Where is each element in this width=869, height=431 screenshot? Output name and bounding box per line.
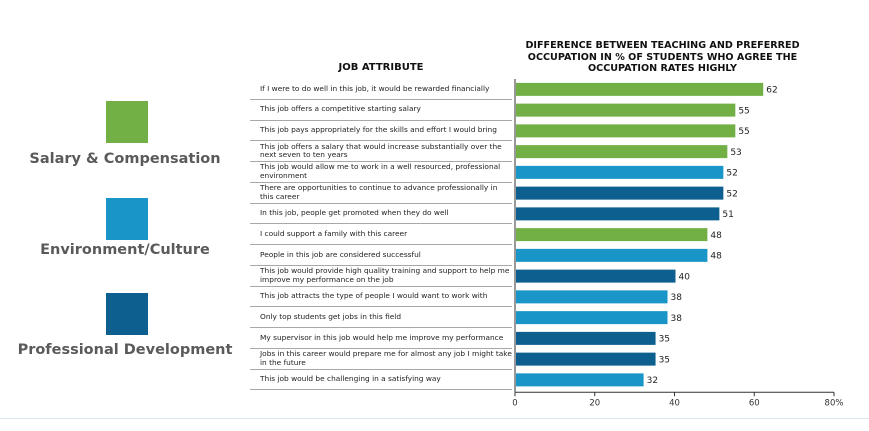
attribute-label: This job offers a competitive starting s…: [260, 104, 421, 114]
bar: [516, 103, 736, 117]
legend-label-environment: Environment/Culture: [40, 242, 210, 258]
attribute-row: This job would be challenging in a satis…: [250, 370, 512, 391]
attribute-row: This job pays appropriately for the skil…: [250, 121, 512, 142]
attribute-label: This job pays appropriately for the skil…: [260, 125, 497, 135]
legend-swatch-environment: [106, 198, 148, 240]
attribute-row: This job offers a salary that would incr…: [250, 141, 512, 162]
bar-value-label: 32: [647, 376, 658, 386]
legend-swatch-professional: [106, 293, 148, 335]
bar: [516, 82, 764, 96]
attribute-row: I could support a family with this caree…: [250, 224, 512, 245]
attribute-row: This job offers a competitive starting s…: [250, 100, 512, 121]
bar-value-label: 55: [738, 127, 749, 137]
attribute-label: This job would be challenging in a satis…: [260, 374, 441, 384]
bar-value-label: 53: [730, 148, 741, 158]
attribute-row: This job would provide high quality trai…: [250, 266, 512, 287]
legend-swatch-salary: [106, 101, 148, 143]
bar-value-label: 51: [722, 210, 733, 220]
bar-value-label: 62: [766, 86, 777, 96]
bar: [516, 165, 724, 179]
bar-value-label: 48: [710, 231, 722, 241]
attribute-label: My supervisor in this job would help me …: [260, 332, 504, 342]
legend-label-professional: Professional Development: [17, 342, 233, 358]
bottom-divider: [0, 418, 869, 419]
bar: [516, 311, 668, 325]
bar: [516, 124, 736, 138]
attribute-label: This job would provide high quality trai…: [260, 266, 510, 284]
attribute-row: My supervisor in this job would help me …: [250, 328, 512, 349]
x-tick-label: 20: [589, 398, 600, 408]
bar: [516, 207, 720, 221]
x-tick-label: 80%: [825, 398, 844, 408]
legend-label-salary: Salary & Compensation: [29, 151, 221, 167]
bar-value-label: 40: [679, 272, 691, 282]
chart-title: DIFFERENCE BETWEEN TEACHING AND PREFERRE…: [525, 40, 800, 74]
attribute-row: People in this job are considered succes…: [250, 245, 512, 266]
attribute-label: There are opportunities to continue to a…: [260, 183, 498, 201]
job-attribute-header: JOB ATTRIBUTE: [338, 62, 424, 73]
bar: [516, 269, 676, 283]
attribute-label: This job attracts the type of people I w…: [260, 291, 488, 301]
attribute-label: People in this job are considered succes…: [260, 249, 421, 259]
bar: [516, 228, 708, 242]
bar: [516, 352, 656, 366]
bar-value-label: 38: [671, 314, 683, 324]
bar-value-label: 35: [659, 355, 670, 365]
bar-value-label: 55: [738, 106, 749, 116]
bar: [516, 186, 724, 200]
bar: [516, 373, 644, 387]
attribute-label: Only top students get jobs in this field: [260, 311, 402, 321]
attribute-row: Jobs in this career would prepare me for…: [250, 349, 512, 370]
attribute-row: In this job, people get promoted when th…: [250, 204, 512, 225]
attribute-row: Only top students get jobs in this field: [250, 307, 512, 328]
attribute-label: I could support a family with this caree…: [260, 228, 408, 238]
attribute-label: This job offers a salary that would incr…: [260, 141, 502, 160]
attribute-row: There are opportunities to continue to a…: [250, 183, 512, 204]
x-tick-label: 40: [669, 398, 680, 408]
attribute-label: If I were to do well in this job, it wou…: [260, 83, 490, 93]
bar: [516, 248, 708, 262]
bar-value-label: 38: [671, 293, 683, 303]
x-tick-label: 60: [749, 398, 760, 408]
bar: [516, 145, 728, 159]
attribute-label: This job would allow me to work in a wel…: [260, 162, 501, 180]
attribute-row: This job attracts the type of people I w…: [250, 287, 512, 308]
attribute-list: If I were to do well in this job, it wou…: [250, 79, 512, 391]
x-tick-label: 0: [512, 398, 517, 408]
attribute-row: This job would allow me to work in a wel…: [250, 162, 512, 183]
bar-value-label: 35: [659, 335, 670, 345]
attribute-row: If I were to do well in this job, it wou…: [250, 79, 512, 100]
bar-value-label: 52: [726, 169, 737, 179]
bar: [516, 290, 668, 304]
attribute-label: Jobs in this career would prepare me for…: [260, 349, 512, 367]
attribute-label: In this job, people get promoted when th…: [260, 208, 449, 218]
bar: [516, 331, 656, 345]
bar-value-label: 48: [710, 252, 722, 262]
bar-value-label: 52: [726, 189, 737, 199]
